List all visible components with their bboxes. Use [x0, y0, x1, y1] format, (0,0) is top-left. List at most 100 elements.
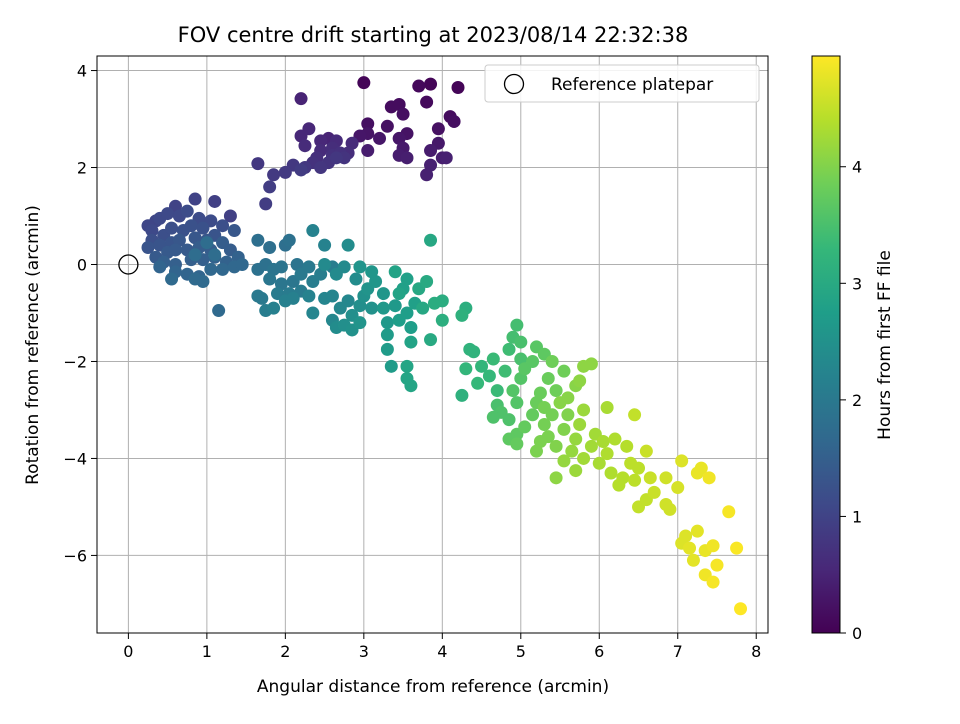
data-point	[435, 294, 449, 308]
data-point	[259, 197, 273, 211]
legend-box	[484, 64, 760, 103]
x-tick-label: 0	[123, 642, 133, 661]
data-point	[659, 471, 673, 485]
data-point	[314, 134, 328, 148]
data-point	[373, 131, 387, 145]
x-tick-label: 4	[437, 642, 447, 661]
data-point	[671, 481, 685, 495]
colorbar-label: Hours from first FF file	[875, 250, 895, 440]
y-tick-label: −6	[63, 546, 87, 565]
chart-title: FOV centre drift starting at 2023/08/14 …	[178, 23, 689, 47]
y-axis-ticks: 4 2 0 −2 −4 −6	[63, 62, 97, 565]
colorbar-ticks: 0 1 2 3 4	[840, 158, 862, 643]
data-point	[251, 233, 265, 247]
data-point	[526, 408, 540, 422]
data-point	[380, 119, 394, 133]
y-tick-label: 2	[77, 159, 87, 178]
data-point	[545, 354, 559, 368]
y-tick-label: 4	[77, 62, 87, 81]
data-point	[679, 529, 693, 543]
data-point	[274, 260, 288, 274]
data-point	[510, 437, 524, 451]
data-point	[365, 301, 379, 315]
data-point	[431, 122, 445, 136]
data-point	[510, 396, 524, 410]
data-point	[475, 359, 489, 373]
data-point	[204, 262, 218, 276]
data-point	[318, 257, 332, 271]
y-tick-label: −2	[63, 352, 87, 371]
data-point	[459, 362, 473, 376]
reference-marker-layer	[118, 254, 139, 275]
data-point	[325, 289, 339, 303]
data-point	[380, 328, 394, 342]
data-point	[153, 260, 167, 274]
data-point	[643, 471, 657, 485]
data-point	[235, 257, 249, 271]
data-point	[467, 345, 481, 359]
data-point	[318, 238, 332, 252]
data-point	[569, 464, 583, 478]
data-point	[341, 238, 355, 252]
data-point	[706, 539, 720, 553]
data-point	[675, 454, 689, 468]
data-point	[604, 466, 618, 480]
data-point	[557, 454, 571, 468]
data-point	[263, 241, 277, 255]
data-point	[180, 204, 194, 218]
x-axis-ticks: 0 1 2 3 4 5 6 7 8	[123, 633, 761, 661]
data-point	[161, 207, 175, 221]
data-point	[400, 359, 414, 373]
colorbar-tick-label: 4	[852, 158, 862, 177]
data-point	[306, 224, 320, 238]
data-point	[565, 444, 579, 458]
data-point	[216, 262, 230, 276]
data-point	[380, 316, 394, 330]
colorbar-gradient	[811, 55, 841, 634]
data-point	[145, 224, 159, 238]
data-point	[722, 505, 736, 519]
data-point	[337, 260, 351, 274]
data-point	[734, 602, 748, 616]
data-point	[302, 260, 316, 274]
data-point	[502, 413, 516, 427]
data-point	[424, 144, 438, 158]
data-point	[263, 272, 277, 286]
data-point	[349, 272, 363, 286]
x-tick-label: 8	[751, 642, 761, 661]
data-point	[165, 272, 179, 286]
data-point	[577, 451, 591, 465]
data-point	[282, 233, 296, 247]
data-point	[455, 308, 469, 322]
data-point	[168, 243, 182, 257]
data-point	[545, 408, 559, 422]
data-point	[549, 384, 563, 398]
data-point	[188, 248, 202, 262]
data-point	[557, 364, 571, 378]
data-point	[620, 439, 634, 453]
data-point	[486, 352, 500, 366]
data-point	[514, 335, 528, 349]
data-point	[549, 471, 563, 485]
data-point	[529, 444, 543, 458]
data-point	[537, 418, 551, 432]
data-point	[628, 473, 642, 487]
data-point	[694, 461, 708, 475]
data-point	[482, 369, 496, 383]
data-point	[208, 248, 222, 262]
data-point	[314, 161, 328, 175]
data-point	[380, 342, 394, 356]
data-point	[541, 430, 555, 444]
data-point	[730, 541, 744, 555]
data-point	[200, 236, 214, 250]
y-axis-label: Rotation from reference (arcmin)	[23, 205, 43, 485]
data-point	[569, 432, 583, 446]
data-point	[208, 194, 222, 208]
data-point	[361, 117, 375, 131]
data-point	[573, 418, 587, 432]
data-point	[506, 384, 520, 398]
data-point	[557, 422, 571, 436]
legend-entry-label: Reference platepar	[551, 75, 713, 95]
x-tick-label: 5	[516, 642, 526, 661]
